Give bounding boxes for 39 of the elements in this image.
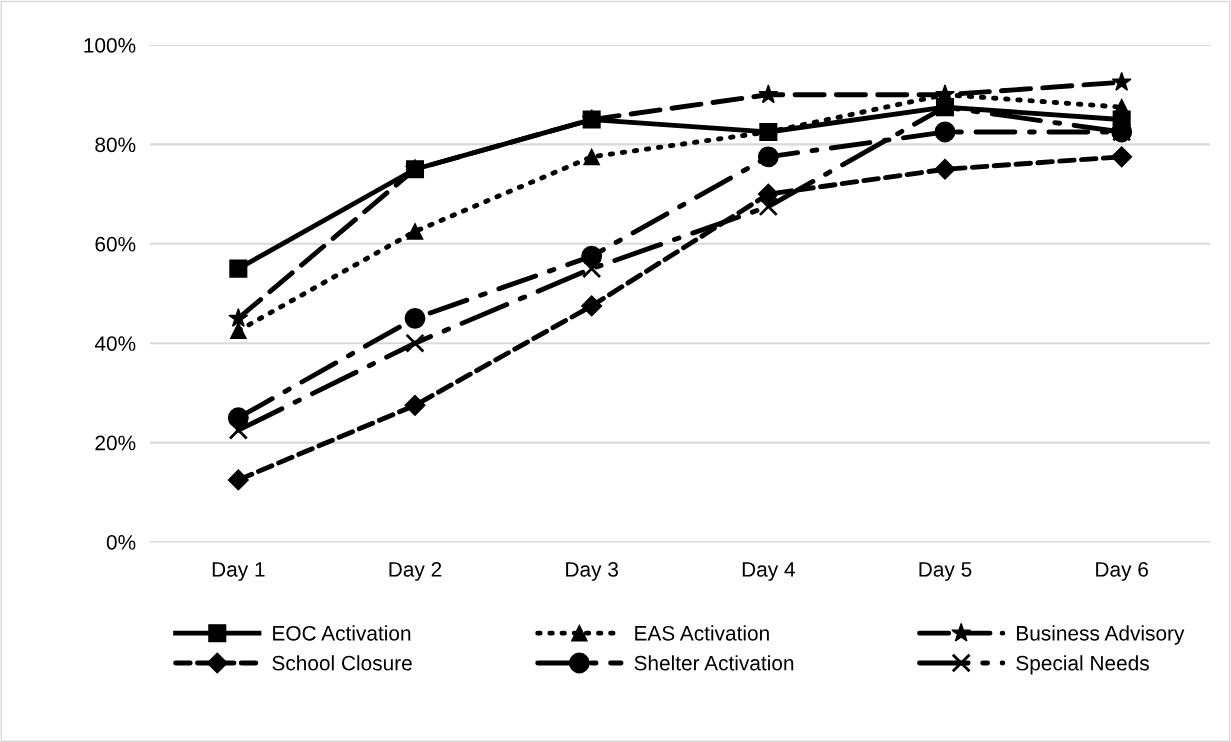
point [406,223,424,240]
point [405,333,425,353]
x-tick-label: Day 1 [212,562,265,581]
legend-label: Business Advisory [1017,625,1185,645]
y-tick-label: 40% [94,336,136,351]
point [757,146,779,168]
y-tick-label: 60% [95,236,136,252]
point [228,420,249,440]
point [934,158,956,180]
point [583,148,601,166]
point [757,183,779,205]
x-tick-label: Day 4 [742,562,795,581]
point [229,259,248,278]
x-tick-label: Day 5 [919,562,972,581]
x-tick-label: Day 6 [1096,561,1148,581]
legend-label: Shelter Activation [634,655,794,671]
legend-label: School Closure [272,655,412,671]
legend-label: EAS Activation [635,625,769,641]
point [758,196,779,217]
x-tick-label: Day 3 [566,561,618,581]
point [758,84,779,104]
x-tick-label: Day 2 [389,561,442,581]
point [229,322,247,340]
y-tick-label: 20% [95,435,136,451]
point [404,307,426,329]
y-tick-label: 80% [95,137,136,153]
point [228,307,249,327]
legend-label: EOC Activation [273,625,411,641]
y-tick-label: 0% [106,535,136,550]
point [1111,71,1132,91]
point [404,394,426,416]
point [934,121,956,143]
y-tick-label: 100% [84,38,136,53]
point [581,295,603,317]
point [227,469,249,491]
point [1111,146,1133,168]
point [581,258,602,279]
point [1113,98,1131,116]
legend-label: Special Needs [1016,655,1149,675]
